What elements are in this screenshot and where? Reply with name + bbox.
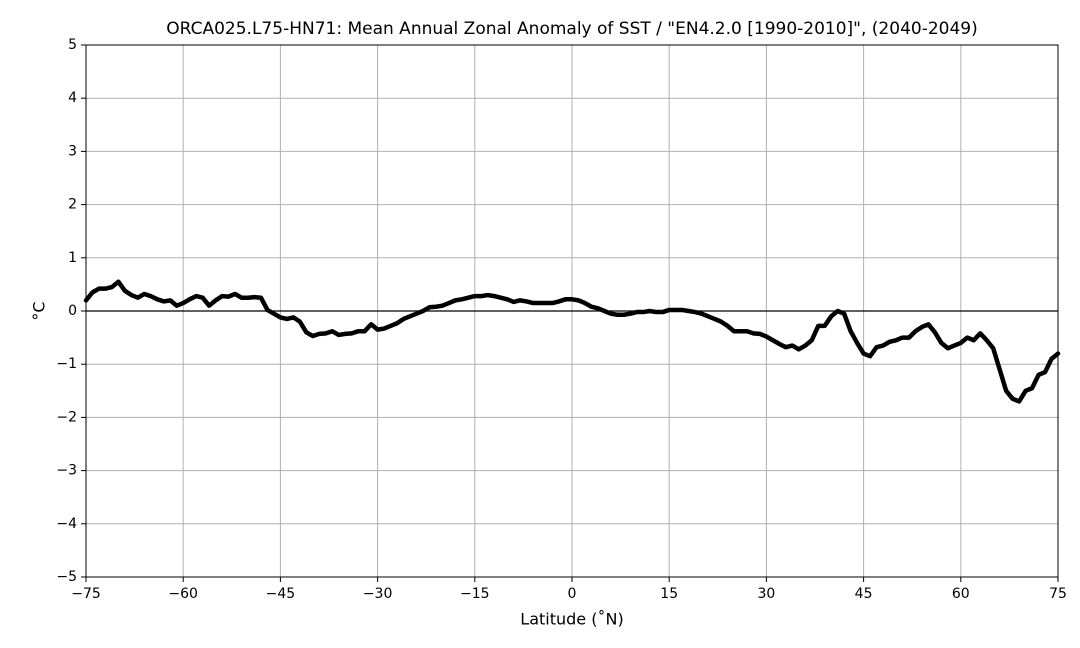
x-tick-label: 60 [952,586,970,602]
y-tick-label: −5 [56,569,77,585]
x-tick-label: −75 [71,586,101,602]
x-tick-label: 75 [1049,586,1067,602]
x-axis-label: Latitude (˚N) [520,610,623,629]
y-tick-label: 3 [68,143,77,159]
y-tick-label: 4 [68,90,77,106]
x-tick-label: 45 [855,586,873,602]
y-tick-label: 1 [68,250,77,266]
y-tick-label: −3 [56,463,77,479]
y-tick-label: 0 [68,303,77,319]
x-tick-label: −30 [363,586,393,602]
chart-title: ORCA025.L75-HN71: Mean Annual Zonal Anom… [166,19,977,39]
x-tick-label: −15 [460,586,490,602]
plot-frame [85,44,1059,578]
y-tick-label: 2 [68,197,77,213]
x-tick-label: −60 [168,586,198,602]
x-tick-label: 30 [757,586,775,602]
y-tick-label: −4 [56,516,77,532]
y-tick-label: 5 [68,37,77,53]
x-tick-label: 0 [568,586,577,602]
x-tick-label: −45 [266,586,296,602]
y-tick-label: −2 [56,409,77,425]
y-tick-label: −1 [56,356,77,372]
data-line [83,279,1061,404]
y-axis-label: °C [30,301,49,320]
x-tick-label: 15 [660,586,678,602]
